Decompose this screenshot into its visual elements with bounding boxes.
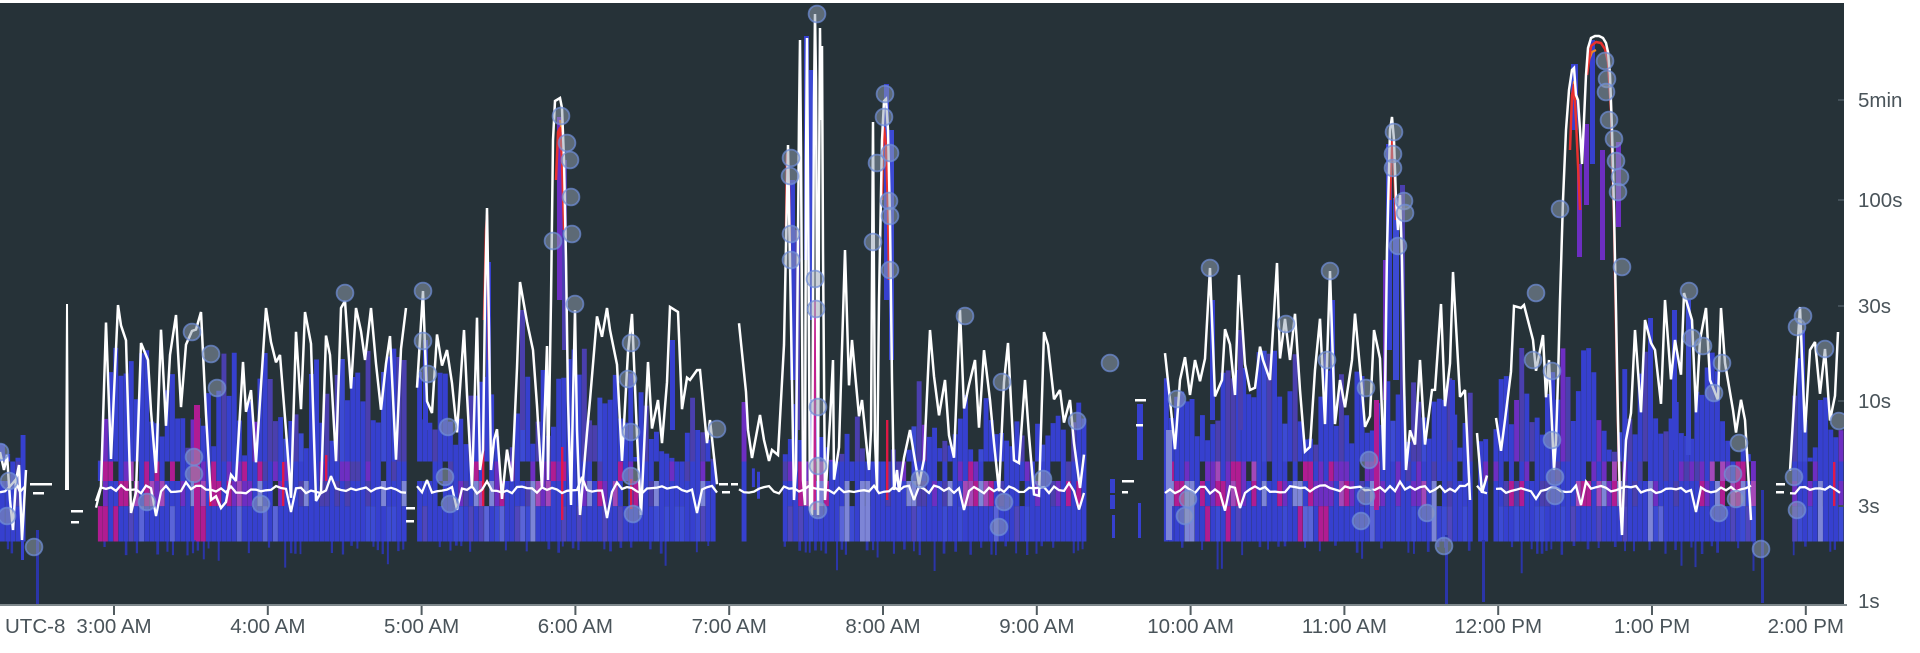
svg-text:10s: 10s [1858, 390, 1891, 413]
svg-text:100s: 100s [1858, 189, 1902, 212]
svg-text:8:00 AM: 8:00 AM [845, 615, 920, 638]
svg-text:5min: 5min [1858, 89, 1902, 112]
svg-text:10:00 AM: 10:00 AM [1147, 615, 1234, 638]
svg-text:7:00 AM: 7:00 AM [692, 615, 767, 638]
svg-text:12:00 PM: 12:00 PM [1454, 615, 1542, 638]
svg-text:4:00 AM: 4:00 AM [230, 615, 305, 638]
svg-text:11:00 AM: 11:00 AM [1302, 615, 1387, 638]
svg-text:5:00 AM: 5:00 AM [384, 615, 459, 638]
svg-text:3s: 3s [1858, 495, 1880, 518]
svg-text:30s: 30s [1858, 295, 1891, 318]
svg-text:1:00 PM: 1:00 PM [1614, 615, 1690, 638]
svg-text:1s: 1s [1858, 590, 1880, 613]
svg-text:2:00 PM: 2:00 PM [1768, 615, 1844, 638]
svg-text:9:00 AM: 9:00 AM [999, 615, 1074, 638]
svg-text:3:00 AM: 3:00 AM [76, 615, 151, 638]
svg-text:6:00 AM: 6:00 AM [538, 615, 613, 638]
svg-text:UTC-8: UTC-8 [5, 615, 65, 638]
